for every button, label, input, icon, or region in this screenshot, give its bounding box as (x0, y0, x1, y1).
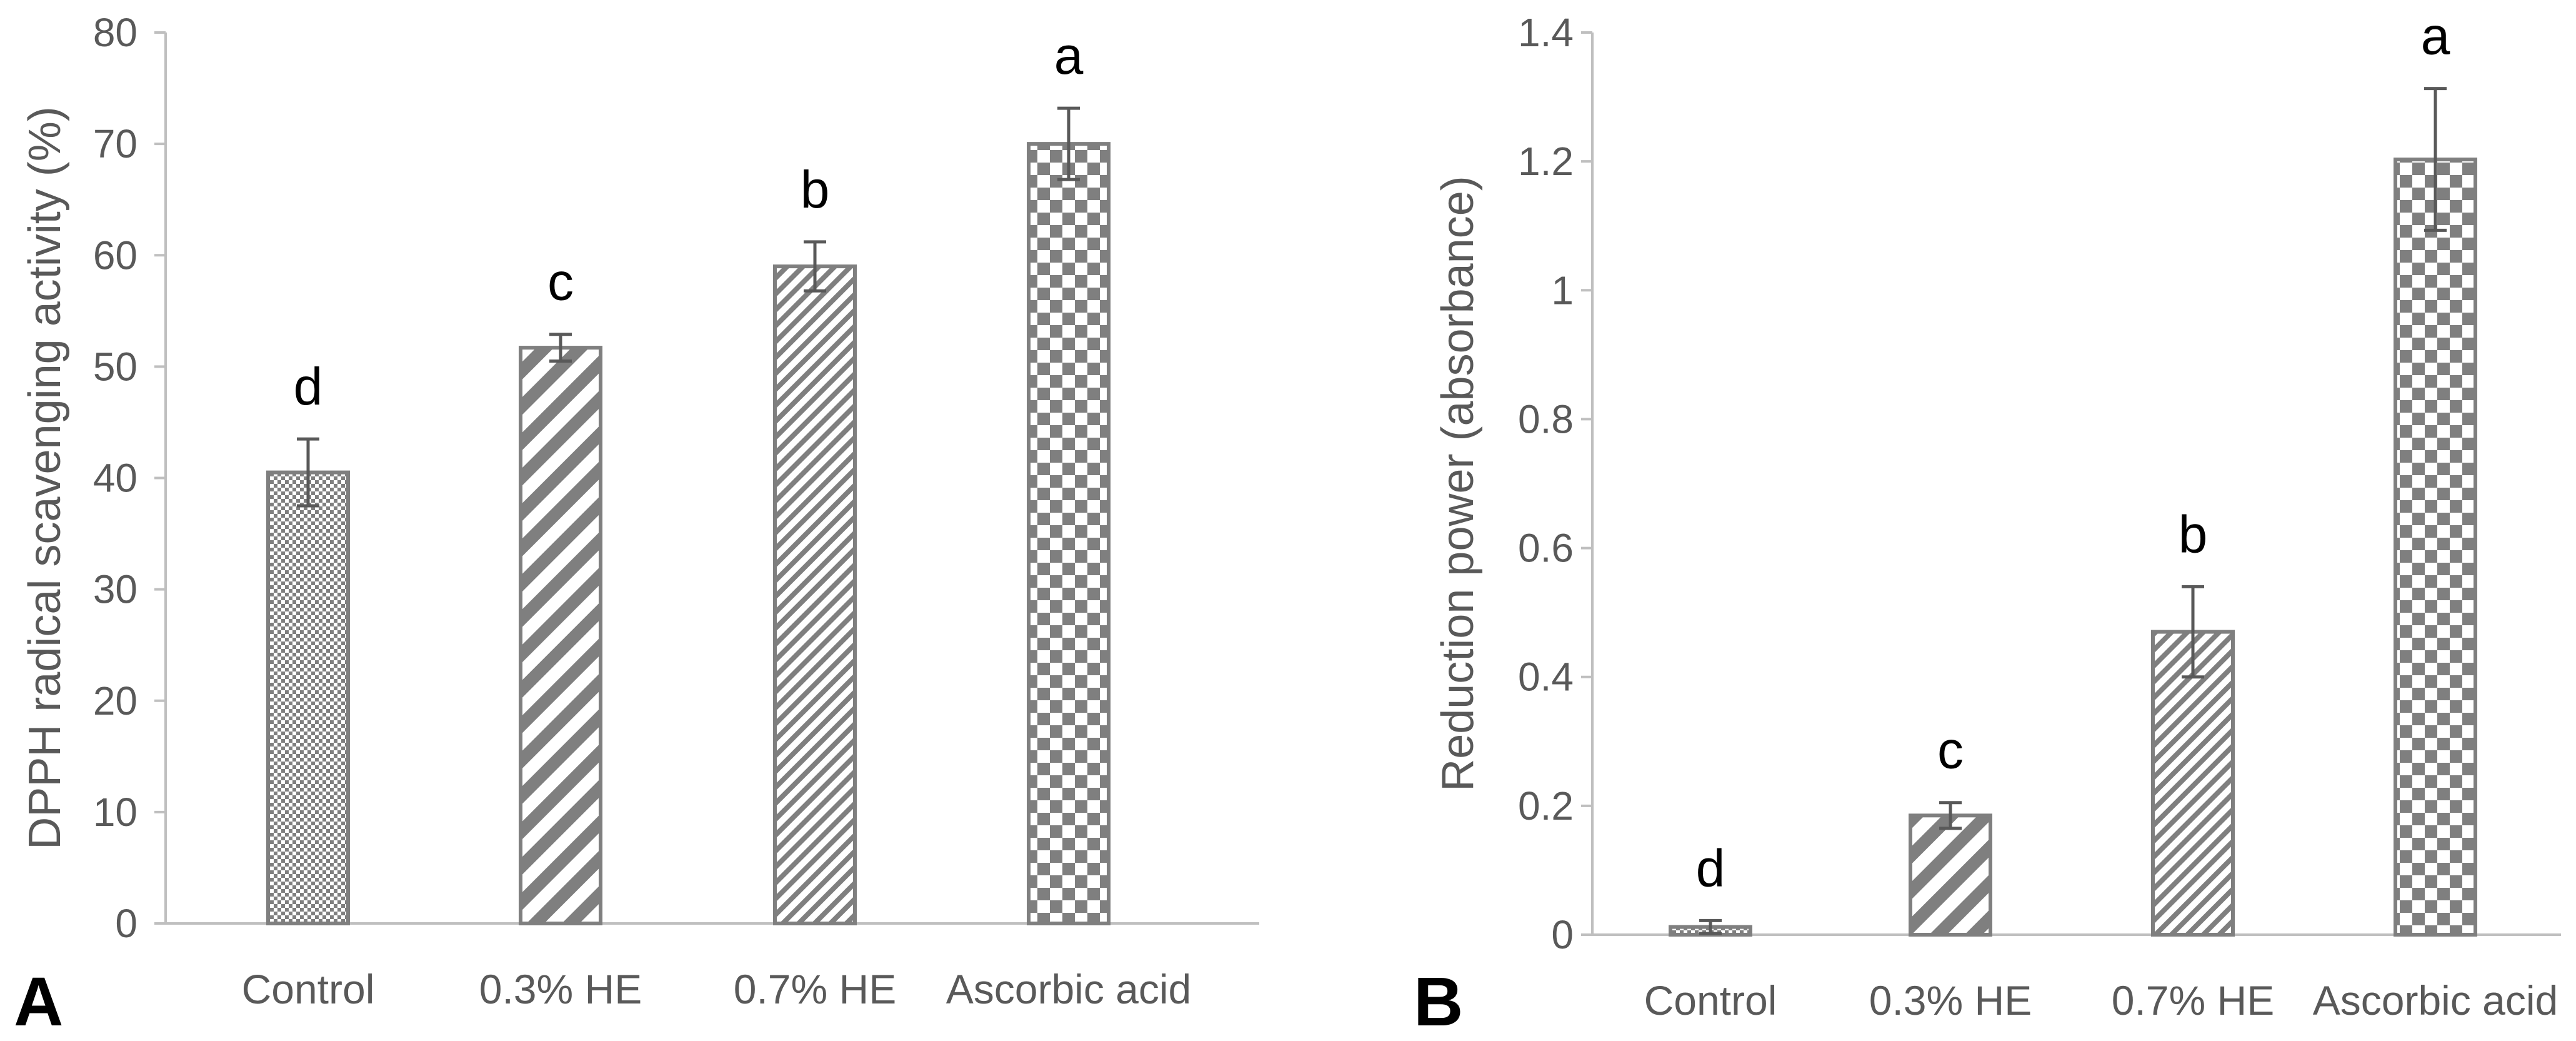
panel-b-label: B (1414, 963, 1463, 1040)
bar-1 (266, 470, 350, 925)
significance-letter-1: d (294, 357, 323, 416)
bar-4 (1027, 142, 1111, 925)
significance-letter-1: d (1696, 838, 1725, 897)
panel-a-label: A (14, 963, 63, 1040)
y-axis-title: Reduction power (absorbance) (1433, 176, 1483, 792)
y-tick-label: 60 (93, 233, 137, 278)
y-tick-label: 70 (93, 121, 137, 166)
significance-letter-4: a (2421, 7, 2450, 66)
category-label-2: 0.3% HE (479, 966, 642, 1012)
bar-2 (1909, 813, 1992, 937)
y-tick-label: 0.4 (1518, 655, 1574, 700)
y-tick-label: 0.6 (1518, 526, 1574, 571)
y-tick-label: 40 (93, 456, 137, 501)
category-label-1: Control (1644, 977, 1777, 1023)
category-label-4: Ascorbic acid (2313, 977, 2559, 1023)
category-label-3: 0.7% HE (734, 966, 896, 1012)
category-label-2: 0.3% HE (1869, 977, 2032, 1023)
y-tick-label: 50 (93, 344, 137, 389)
y-tick-label: 0.8 (1518, 396, 1574, 441)
y-tick-label: 10 (93, 790, 137, 835)
category-label-4: Ascorbic acid (946, 966, 1192, 1012)
significance-letter-2: c (547, 253, 574, 311)
y-tick-label: 1.2 (1518, 139, 1574, 184)
y-tick-label: 0 (1551, 912, 1574, 957)
y-tick-label: 0.2 (1518, 783, 1574, 828)
y-tick-label: 80 (93, 10, 137, 55)
y-tick-label: 1.4 (1518, 10, 1574, 55)
y-axis-title: DPPH radical scavenging activity (%) (20, 106, 70, 849)
significance-letter-3: b (801, 160, 830, 219)
panel-b-chart: 0 0.2 0.4 0.6 0.8 1 1.2 1.4 Reduction power (abs… (1433, 7, 2561, 1023)
y-tick-label: 0 (115, 901, 137, 946)
y-tick-label: 1 (1551, 268, 1574, 313)
panel-a-chart: 0 10 20 30 40 50 60 70 80 DPPH radical scavenging… (20, 10, 1259, 1012)
y-tick-label: 30 (93, 567, 137, 612)
bar-2 (519, 346, 602, 925)
bar-4 (2394, 158, 2477, 937)
significance-letter-2: c (1937, 721, 1964, 780)
y-tick-label: 20 (93, 678, 137, 723)
category-label-3: 0.7% HE (2112, 977, 2274, 1023)
bar-3 (773, 264, 857, 925)
significance-letter-3: b (2179, 505, 2208, 563)
significance-letter-4: a (1054, 26, 1084, 85)
category-label-1: Control (242, 966, 375, 1012)
